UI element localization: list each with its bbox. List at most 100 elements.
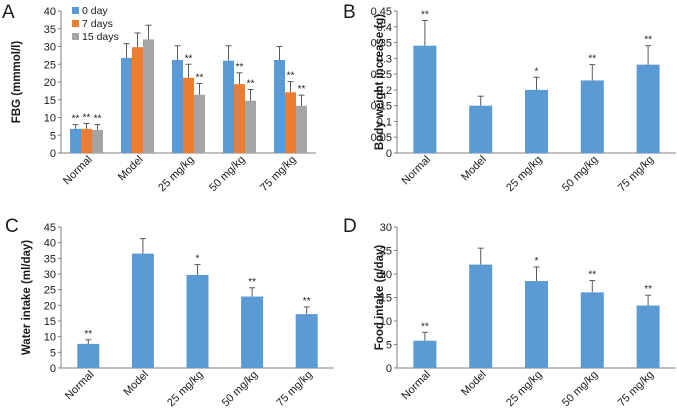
y-tick-label: 0 [386,363,392,375]
y-tick-label: 0.35 [371,38,392,50]
x-category-label: 25 mg/kg [504,369,544,409]
x-category-label: 25 mg/kg [156,154,196,194]
x-category-label: 75 mg/kg [616,154,656,194]
significance-marker: ** [185,53,193,64]
bar [525,89,548,153]
y-tick-label: 30 [44,269,56,281]
bar [580,292,604,368]
bar [295,314,318,368]
bar [525,281,548,368]
x-category-label: 50 mg/kg [207,154,247,194]
significance-marker: ** [83,113,91,124]
x-category-label: Model [459,154,489,184]
y-tick-label: 0.15 [371,101,392,113]
y-tick-label: 25 [380,246,392,258]
bar [143,39,154,153]
y-axis-title: Water intake (ml/day) [21,240,33,355]
bar [172,59,183,153]
bar [285,92,296,153]
bar [469,105,493,153]
significance-marker: * [535,66,539,77]
y-tick-label: 30 [380,222,392,234]
significance-marker: ** [247,78,255,89]
y-tick-label: 20 [44,77,56,89]
legend-swatch [72,33,79,40]
significance-marker: ** [72,114,80,125]
y-tick-label: 20 [380,269,392,281]
y-tick-label: 15 [380,293,392,305]
y-axis-title: Body weight increase (g) [374,14,386,150]
significance-marker: ** [248,277,256,288]
bar [413,340,437,368]
significance-marker: ** [644,284,652,295]
bar [296,105,307,153]
x-category-label: 50 mg/kg [560,154,600,194]
significance-marker: ** [588,54,596,65]
y-tick-label: 20 [44,300,56,312]
significance-marker: ** [588,270,596,281]
y-tick-label: 15 [44,95,56,107]
y-tick-label: 0 [386,148,392,160]
y-tick-label: 0.1 [377,116,392,128]
bar [131,253,154,368]
y-tick-label: 10 [380,316,392,328]
y-tick-label: 30 [44,42,56,54]
bar [223,60,234,154]
y-axis-title: Food intake (g/day) [374,245,386,351]
y-tick-label: 0.05 [371,132,392,144]
significance-marker: ** [421,9,429,20]
x-category-label: 50 mg/kg [560,369,600,409]
significance-marker: ** [303,296,311,307]
bar [183,77,194,153]
bar [194,94,205,153]
y-tick-label: 25 [44,285,56,297]
bar [469,264,493,368]
significance-marker: ** [94,114,102,125]
panel-label-b: B [343,2,356,23]
x-category-label: 75 mg/kg [274,369,314,409]
y-tick-label: 0.25 [371,69,392,81]
bar [121,57,132,153]
bar [92,129,103,153]
x-category-label: Normal [399,369,433,403]
x-category-label: Model [121,369,151,399]
bar [186,274,209,368]
y-tick-label: 10 [44,332,56,344]
legend-label: 0 day [82,5,108,17]
y-tick-label: 0 [50,148,56,160]
bar [580,80,604,153]
bar [241,296,264,368]
y-tick-label: 5 [50,347,56,359]
bar [70,128,81,153]
significance-marker: ** [644,35,652,46]
significance-marker: ** [287,71,295,82]
x-category-label: 75 mg/kg [616,369,656,409]
x-category-label: Model [459,369,489,399]
bar [274,59,285,153]
y-tick-label: 40 [44,6,56,18]
significance-marker: ** [196,72,204,83]
y-tick-label: 10 [44,113,56,125]
significance-marker: ** [298,84,306,95]
y-tick-label: 15 [44,316,56,328]
panel-label-c: C [5,216,19,237]
x-category-label: Normal [399,154,433,188]
y-tick-label: 0.45 [371,6,392,18]
legend-swatch [72,20,79,27]
significance-marker: * [535,256,539,267]
y-tick-label: 40 [44,238,56,250]
significance-marker: ** [84,329,92,340]
bar [636,64,660,153]
y-tick-label: 0.3 [377,53,392,65]
y-tick-label: 5 [50,130,56,142]
y-tick-label: 35 [44,253,56,265]
bar [234,84,245,153]
legend-label: 15 days [82,31,119,43]
legend-label: 7 days [82,18,113,30]
significance-marker: * [196,254,200,265]
y-tick-label: 0 [50,363,56,375]
bar [413,45,437,153]
y-tick-label: 0.2 [377,85,392,97]
bar [245,100,256,153]
